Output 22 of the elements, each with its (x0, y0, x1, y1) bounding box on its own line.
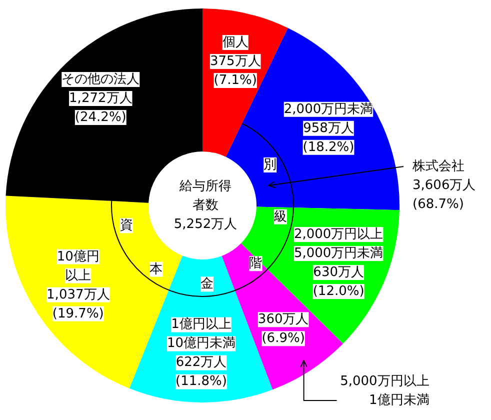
data-label: 1,037万人 (19.7%) (46, 287, 110, 322)
text: 株式会社 3,606万人 (68.7%) (412, 159, 476, 212)
data-label: 360万人 (6.9%) (258, 312, 309, 346)
slice-label: その他の法人 (62, 72, 140, 87)
data-label: 958万人 (18.2%) (302, 120, 354, 155)
data-label: 1,272万人 (24.2%) (69, 90, 132, 125)
slice-label: 1億円以上 10億円未満 (166, 317, 236, 352)
data-label: 622万人 (11.8%) (176, 355, 227, 390)
text: 金 (200, 276, 214, 292)
slice-label: 2,000万円以上 5,000万円未満 (294, 227, 384, 262)
text: 別 (264, 157, 277, 172)
slice-label: 個人 (222, 34, 248, 50)
slice-label: 5,000万円以上 1億円未満 (340, 374, 430, 408)
data-label: 375万人 (7.1%) (210, 54, 261, 88)
data-label: 630万人 (12.0%) (312, 265, 364, 300)
text: 級 (274, 209, 287, 224)
text: 給与所得者数 5,252万人 (174, 179, 238, 232)
text: 階 (249, 256, 262, 272)
text: 資 (120, 218, 133, 234)
slice-label: 10億円以上 (56, 249, 100, 284)
slice-label: 2,000万円未満 (284, 102, 374, 117)
text: 本 (150, 262, 163, 277)
